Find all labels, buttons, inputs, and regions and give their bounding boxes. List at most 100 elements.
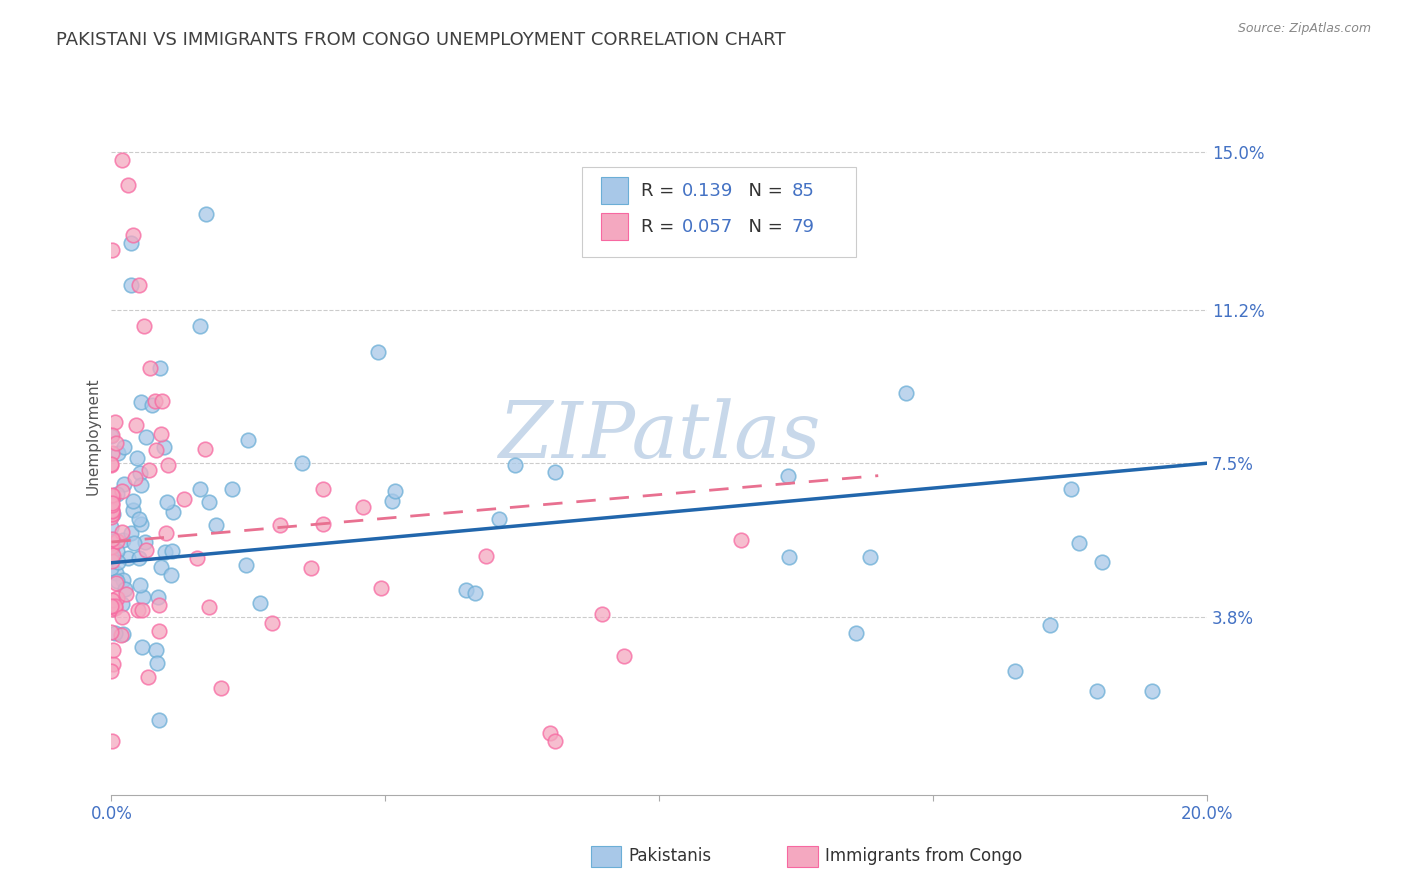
Point [613, 648, 636, 663]
Point [129, 394, 152, 409]
Text: 0.139: 0.139 [682, 182, 734, 200]
Point [205, 518, 228, 533]
Point [162, 505, 184, 519]
Point [238, 433, 260, 447]
Point [475, 549, 498, 563]
Text: 85: 85 [792, 182, 814, 200]
Point [101, 490, 124, 504]
Point [100, 504, 122, 518]
Text: 79: 79 [792, 218, 814, 235]
Point [101, 243, 124, 257]
Point [100, 536, 122, 550]
Point [104, 601, 127, 615]
Y-axis label: Unemployment: Unemployment [86, 377, 100, 495]
Point [100, 549, 122, 563]
Point [1038, 618, 1060, 632]
Point [125, 417, 148, 432]
Point [143, 394, 166, 409]
Point [146, 656, 169, 670]
Point [194, 207, 217, 221]
Point [112, 476, 135, 491]
Point [100, 502, 122, 516]
Point [129, 466, 152, 480]
Point [1059, 482, 1081, 496]
Point [122, 228, 145, 243]
Point [107, 555, 129, 569]
Point [150, 559, 173, 574]
FancyBboxPatch shape [582, 167, 856, 257]
Point [845, 625, 868, 640]
Point [160, 544, 183, 558]
Point [122, 503, 145, 517]
Point [117, 178, 139, 193]
Point [145, 642, 167, 657]
Point [101, 532, 124, 546]
Point [198, 599, 221, 614]
Point [148, 624, 170, 639]
Point [249, 596, 271, 610]
Point [129, 478, 152, 492]
Point [149, 427, 172, 442]
Point [100, 540, 122, 554]
Point [312, 516, 335, 531]
Point [538, 726, 561, 740]
Point [544, 734, 567, 748]
Point [148, 591, 170, 605]
Point [235, 558, 257, 572]
FancyBboxPatch shape [602, 178, 628, 204]
Point [120, 236, 142, 251]
Point [505, 458, 527, 472]
Point [160, 568, 183, 582]
Point [112, 573, 135, 587]
Text: Source: ZipAtlas.com: Source: ZipAtlas.com [1237, 22, 1371, 36]
Point [859, 550, 882, 565]
Point [101, 490, 124, 504]
Point [544, 466, 567, 480]
Point [112, 627, 135, 641]
Point [312, 482, 335, 496]
Point [100, 429, 122, 443]
Point [100, 540, 122, 554]
Point [110, 483, 132, 498]
Point [104, 599, 127, 614]
Point [101, 734, 124, 748]
Point [114, 587, 136, 601]
Point [127, 603, 149, 617]
Point [128, 578, 150, 592]
Point [894, 385, 917, 400]
Point [101, 446, 124, 460]
Point [155, 525, 177, 540]
Point [101, 548, 124, 562]
Point [134, 535, 156, 549]
Point [269, 517, 291, 532]
Point [103, 508, 125, 522]
Text: N =: N = [737, 218, 789, 235]
Point [464, 586, 486, 600]
Point [111, 610, 134, 624]
Text: R =: R = [641, 218, 679, 235]
Text: PAKISTANI VS IMMIGRANTS FROM CONGO UNEMPLOYMENT CORRELATION CHART: PAKISTANI VS IMMIGRANTS FROM CONGO UNEMP… [56, 31, 786, 49]
Point [104, 566, 127, 580]
Point [132, 590, 155, 604]
FancyBboxPatch shape [602, 213, 628, 240]
Point [105, 574, 128, 589]
Point [105, 543, 128, 558]
Point [186, 550, 208, 565]
Point [100, 625, 122, 640]
Point [105, 534, 128, 549]
Point [104, 626, 127, 640]
Point [101, 488, 124, 502]
Point [114, 582, 136, 596]
Point [100, 508, 122, 522]
Point [209, 681, 232, 696]
Point [135, 543, 157, 558]
Text: R =: R = [641, 182, 679, 200]
Point [136, 670, 159, 684]
Point [112, 440, 135, 454]
Point [1004, 664, 1026, 678]
Point [367, 344, 389, 359]
Point [1085, 684, 1108, 698]
Point [1140, 684, 1163, 698]
Text: Immigrants from Congo: Immigrants from Congo [825, 847, 1022, 865]
Text: 0.057: 0.057 [682, 218, 734, 235]
